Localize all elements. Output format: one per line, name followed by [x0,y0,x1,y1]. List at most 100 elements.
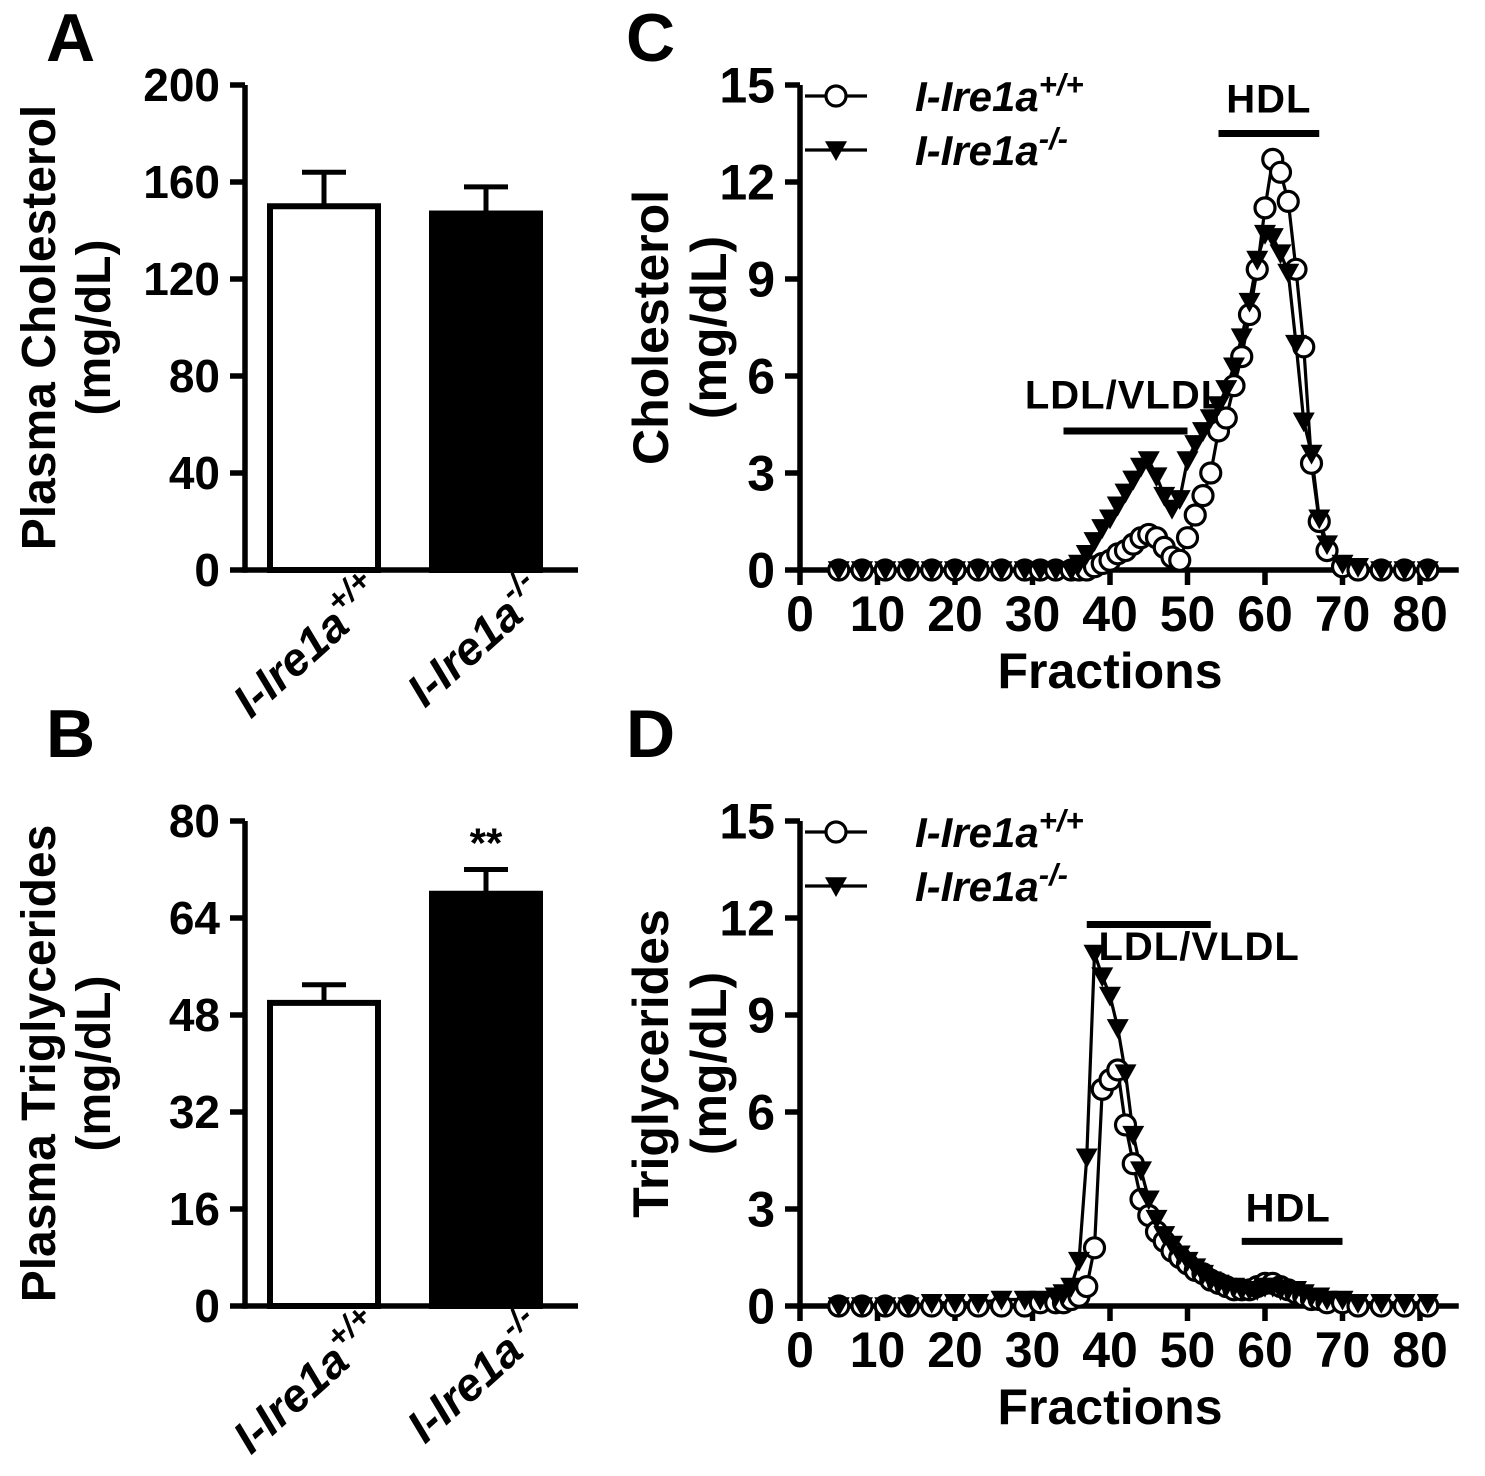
data-point-triangle-filled [1091,967,1114,988]
panel-label-d: D [626,696,676,772]
y-tick-label: 6 [747,1085,775,1141]
data-point-triangle-filled [1083,944,1106,965]
legend-label: I-Ire1a+/+ [915,67,1084,120]
panel-label-a: A [46,0,96,76]
data-point-triangle-filled [1114,1064,1137,1085]
data-point-triangle-filled [1029,561,1052,581]
data-point-triangle-filled [1060,1277,1083,1298]
data-point-triangle-filled [1106,1019,1129,1039]
data-point-triangle-filled [990,1290,1013,1311]
panel-label-c: C [626,0,676,76]
x-category-label: I-Ire1a-/- [392,1298,555,1453]
bar-knockout [429,210,543,573]
y-axis-title: Plasma Triglycerides [13,825,66,1303]
x-tick-label: 40 [1082,586,1138,642]
legend-label: I-Ire1a-/- [915,857,1068,910]
x-tick-label: 0 [786,1322,814,1378]
data-point-triangle-filled [1308,509,1331,530]
y-tick-label: 64 [169,892,221,944]
data-point-circle-open [1253,196,1277,220]
cholesterol-fractions-line-chart: 0 3 6 9 12 15 Cholesterol (mg/dL) 0 10 20 30 40 50 60 7… [623,58,1459,699]
data-point-triangle-filled [1068,1251,1090,1272]
data-point-triangle-filled [897,561,920,581]
y-tick-label: 6 [747,349,775,405]
x-category-label: I-Ire1a+/+ [218,562,393,727]
y-tick-label: 9 [747,252,775,308]
significance-marker: ** [470,820,503,867]
data-point-triangle-filled [897,1297,920,1317]
data-point-triangle-filled [1223,357,1245,378]
data-point-triangle-filled [1184,435,1207,455]
data-point-triangle-filled [1277,263,1300,284]
data-point-triangle-filled [1292,412,1315,433]
y-tick-label: 15 [719,58,775,114]
x-category-label: I-Ire1a-/- [392,562,555,717]
y-tick-label: 12 [719,155,775,211]
x-tick-label: 30 [1005,586,1061,642]
data-point-triangle-filled [827,561,850,581]
data-point-triangle-filled [944,561,966,581]
data-point-triangle-filled [1083,532,1106,552]
bar-chart-A: 0 40 80 120 160 200 Plasma Cholesterol (mg/dL) I… [13,59,578,727]
y-tick-label: 16 [169,1183,220,1235]
data-point-triangle-filled [825,877,847,897]
data-point-triangle-filled [1099,986,1121,1007]
data-point-triangle-filled [1114,483,1137,504]
y-axis-title: (mg/dL) [681,236,737,419]
data-point-triangle-filled [1137,1190,1160,1211]
data-point-triangle-filled [1145,1209,1168,1230]
data-point-triangle-filled [1261,228,1284,248]
data-point-triangle-filled [1168,490,1191,510]
data-point-triangle-filled [1099,509,1121,530]
data-point-triangle-filled [851,561,873,581]
data-point-circle-open [824,820,848,844]
y-axis-title: Cholesterol [623,190,679,465]
plasma-cholesterol-bar-chart: 0 40 80 120 160 200 Plasma Cholesterol (mg/dL) I… [13,59,578,727]
y-tick-label: 80 [169,795,220,847]
x-tick-label: 80 [1392,1322,1448,1378]
data-point-circle-open [1276,189,1300,213]
data-point-triangle-filled [967,561,990,581]
x-axis-title: Fractions [997,1379,1222,1435]
x-tick-label: 50 [1160,1322,1216,1378]
data-point-triangle-filled [1199,409,1222,430]
panel-label-b: B [46,696,96,772]
data-point-triangle-filled [1316,1290,1338,1311]
plasma-triglycerides-bar-chart: 0 16 32 48 64 80 Plasma Triglycerides (mg/dL) I-… [13,795,578,1463]
data-point-triangle-filled [944,1293,966,1314]
data-point-triangle-filled [1013,1290,1036,1311]
legend-label: I-Ire1a+/+ [915,803,1084,856]
data-point-circle-open [1183,503,1207,527]
y-axis-title: Triglycerides [623,909,679,1218]
data-point-triangle-filled [1029,1290,1052,1311]
data-point-triangle-filled [1207,396,1230,417]
y-axis-title: (mg/dL) [68,240,121,416]
x-axis-title: Fractions [997,643,1222,699]
x-tick-label: 20 [927,1322,983,1378]
data-point-triangle-filled [851,1297,873,1317]
bar-chart-B: 0 16 32 48 64 80 Plasma Triglycerides (mg/dL) I-… [13,795,578,1463]
bar-knockout [429,890,543,1309]
data-point-circle-open [1199,461,1223,485]
legend-label: I-Ire1a-/- [915,121,1068,174]
data-point-triangle-filled [990,561,1013,581]
y-tick-label: 3 [747,446,775,502]
line-chart-C: 0 3 6 9 12 15 Cholesterol (mg/dL) 0 10 20 30 40 50 60 7… [623,58,1459,699]
data-point-triangle-filled [874,561,897,581]
annotation-label: LDL/VLDL [1025,373,1226,417]
data-point-triangle-filled [1145,467,1168,488]
data-point-triangle-filled [1246,250,1269,271]
data-point-triangle-filled [1230,328,1253,349]
y-tick-label: 9 [747,988,775,1044]
x-tick-label: 0 [786,586,814,642]
data-point-triangle-filled [920,1293,943,1314]
data-point-triangle-filled [1316,535,1338,556]
series-line-0 [838,154,1428,572]
y-tick-label: 0 [747,543,775,599]
data-point-triangle-filled [1393,561,1416,581]
y-tick-label: 12 [719,891,775,947]
y-axis-title: (mg/dL) [68,976,121,1152]
data-point-triangle-filled [920,561,943,581]
data-point-triangle-filled [1347,1293,1369,1314]
y-tick-label: 0 [747,1279,775,1335]
